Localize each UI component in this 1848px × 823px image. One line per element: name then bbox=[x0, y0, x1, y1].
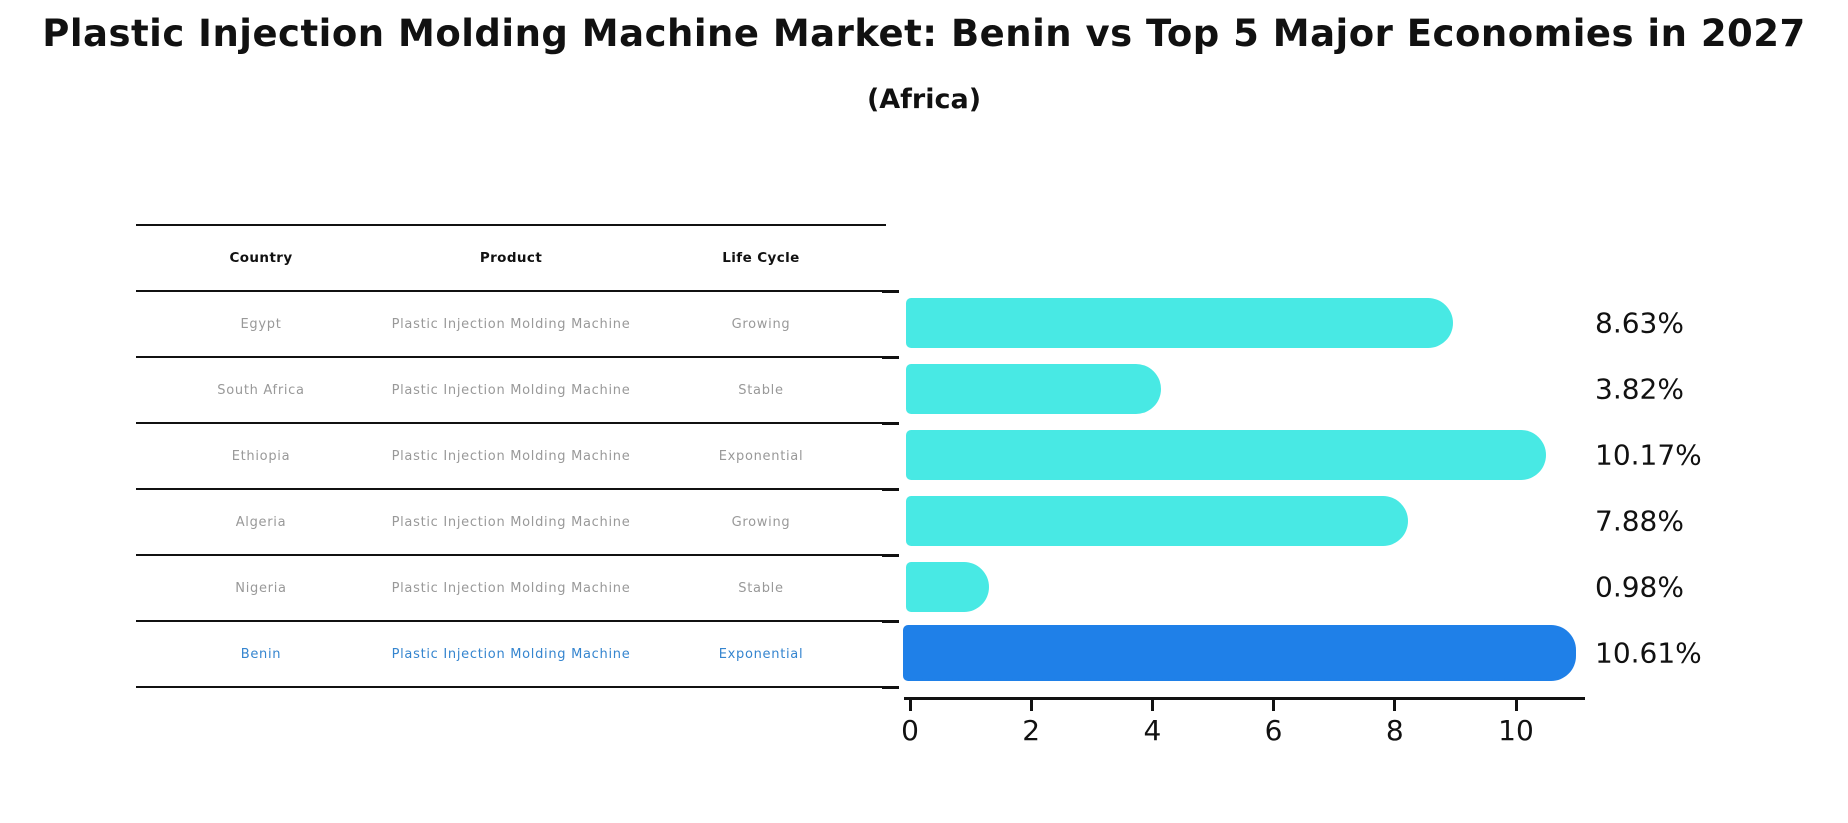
cell-country: Algeria bbox=[235, 514, 287, 530]
y-axis-tick bbox=[882, 488, 899, 491]
cell-lifecycle: Exponential bbox=[718, 646, 804, 662]
bar-benin bbox=[903, 625, 1576, 681]
table-row: South Africa Plastic Injection Molding M… bbox=[136, 356, 886, 422]
x-tick-label: 10 bbox=[1498, 714, 1534, 747]
table-row: Ethiopia Plastic Injection Molding Machi… bbox=[136, 422, 886, 488]
bar-nigeria bbox=[906, 562, 990, 612]
bar-ethiopia bbox=[906, 430, 1547, 480]
cell-product: Plastic Injection Molding Machine bbox=[391, 646, 631, 662]
cell-country: Egypt bbox=[240, 316, 282, 332]
cell-country: Benin bbox=[240, 646, 282, 662]
bar-value-label: 0.98% bbox=[1595, 570, 1684, 604]
y-axis-tick bbox=[882, 422, 899, 425]
y-axis-tick bbox=[882, 686, 899, 689]
x-tick-label: 4 bbox=[1143, 714, 1162, 747]
column-header-lifecycle: Life Cycle bbox=[722, 250, 800, 266]
table-row: Egypt Plastic Injection Molding Machine … bbox=[136, 290, 886, 356]
cell-lifecycle: Growing bbox=[731, 514, 791, 530]
cell-lifecycle: Exponential bbox=[718, 448, 804, 464]
y-axis-tick bbox=[882, 356, 899, 359]
cell-lifecycle: Growing bbox=[731, 316, 791, 332]
x-tick-label: 0 bbox=[901, 714, 919, 747]
bar-value-label: 8.63% bbox=[1595, 306, 1684, 340]
cell-country: Nigeria bbox=[235, 580, 287, 596]
cell-product: Plastic Injection Molding Machine bbox=[391, 580, 631, 596]
cell-lifecycle: Stable bbox=[738, 382, 784, 398]
bar-egypt bbox=[906, 298, 1453, 348]
x-tick-label: 8 bbox=[1385, 714, 1404, 747]
bar-algeria bbox=[906, 496, 1408, 546]
x-tick-label: 2 bbox=[1022, 714, 1041, 747]
bar-south-africa bbox=[906, 364, 1162, 414]
column-header-country: Country bbox=[229, 250, 293, 266]
country-table: Country Product Life Cycle Egypt Plastic… bbox=[136, 224, 886, 688]
cell-product: Plastic Injection Molding Machine bbox=[391, 316, 631, 332]
chart-title: Plastic Injection Molding Machine Market… bbox=[42, 12, 1806, 55]
x-axis-tick bbox=[1393, 700, 1397, 711]
y-axis-tick bbox=[882, 290, 899, 293]
x-axis-tick bbox=[1514, 700, 1518, 711]
cell-country: South Africa bbox=[217, 382, 305, 398]
x-axis-tick bbox=[1150, 700, 1154, 711]
bar-value-label: 7.88% bbox=[1595, 504, 1684, 538]
cell-product: Plastic Injection Molding Machine bbox=[391, 514, 631, 530]
bar-value-label: 10.61% bbox=[1595, 636, 1702, 670]
table-row: Algeria Plastic Injection Molding Machin… bbox=[136, 488, 886, 554]
table-header-row: Country Product Life Cycle bbox=[136, 224, 886, 290]
x-axis-tick bbox=[1272, 700, 1276, 711]
cell-lifecycle: Stable bbox=[738, 580, 784, 596]
table-row: Nigeria Plastic Injection Molding Machin… bbox=[136, 554, 886, 620]
bar-value-label: 3.82% bbox=[1595, 372, 1684, 406]
cell-product: Plastic Injection Molding Machine bbox=[391, 382, 631, 398]
x-tick-label: 6 bbox=[1264, 714, 1283, 747]
table-row: Benin Plastic Injection Molding Machine … bbox=[136, 620, 886, 686]
y-axis-tick bbox=[882, 620, 899, 623]
cell-country: Ethiopia bbox=[231, 448, 291, 464]
column-header-product: Product bbox=[479, 250, 543, 266]
y-axis-tick bbox=[882, 554, 899, 557]
x-axis-tick bbox=[908, 700, 912, 711]
x-axis-line bbox=[904, 697, 1585, 700]
chart-subtitle: (Africa) bbox=[866, 84, 982, 115]
bar-value-label: 10.17% bbox=[1595, 438, 1702, 472]
x-axis-tick bbox=[1029, 700, 1033, 711]
cell-product: Plastic Injection Molding Machine bbox=[391, 448, 631, 464]
